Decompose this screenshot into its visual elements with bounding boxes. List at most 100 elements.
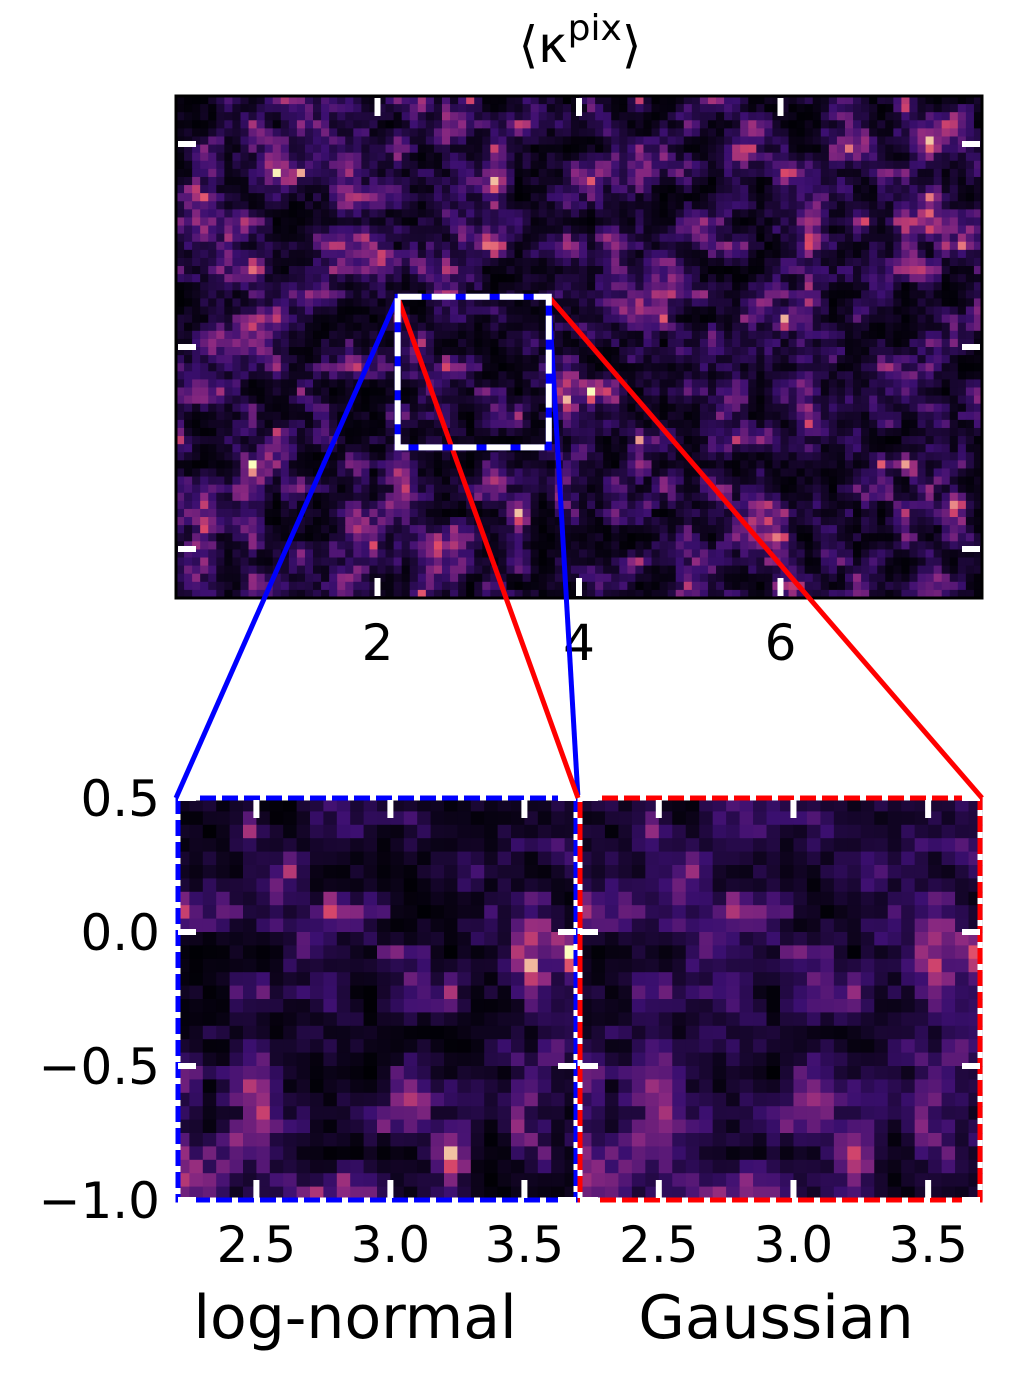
heatmap-cell xyxy=(950,477,959,486)
heatmap-cell xyxy=(643,331,652,340)
heatmap-cell xyxy=(208,428,217,437)
heatmap-cell xyxy=(845,379,854,388)
heatmap-cell xyxy=(386,412,395,421)
heatmap-cell xyxy=(442,226,451,235)
heatmap-cell xyxy=(877,242,886,251)
heatmap-cell xyxy=(531,242,540,251)
heatmap-cell xyxy=(893,177,902,186)
heatmap-cell xyxy=(232,145,241,154)
heatmap-cell xyxy=(797,412,806,421)
heatmap-cell xyxy=(539,477,548,486)
heatmap-cell xyxy=(660,136,669,145)
heatmap-cell xyxy=(845,371,854,380)
heatmap-cell xyxy=(329,128,338,137)
heatmap-cell xyxy=(789,460,798,469)
heatmap-cell xyxy=(265,485,274,494)
heatmap-cell xyxy=(402,266,411,275)
heatmap-cell xyxy=(386,436,395,445)
heatmap-cell xyxy=(909,396,918,405)
heatmap-cell xyxy=(732,161,741,170)
heatmap-cell xyxy=(289,355,298,364)
heatmap-cell xyxy=(305,209,314,218)
heatmap-cell xyxy=(764,201,773,210)
heatmap-cell xyxy=(724,217,733,226)
heatmap-cell xyxy=(208,339,217,348)
heatmap-cell xyxy=(845,153,854,162)
heatmap-cell xyxy=(361,323,370,332)
heatmap-cell xyxy=(732,396,741,405)
heatmap-cell xyxy=(740,201,749,210)
heatmap-cell xyxy=(692,193,701,202)
heatmap-cell xyxy=(619,436,628,445)
heatmap-cell xyxy=(845,347,854,356)
heatmap-cell xyxy=(224,242,233,251)
heatmap-cell xyxy=(829,412,838,421)
heatmap-cell xyxy=(474,420,483,429)
heatmap-cell xyxy=(539,468,548,477)
heatmap-cell xyxy=(555,363,564,372)
heatmap-cell xyxy=(265,145,274,154)
heatmap-cell xyxy=(692,485,701,494)
heatmap-cell xyxy=(321,201,330,210)
heatmap-cell xyxy=(418,209,427,218)
heatmap-cell xyxy=(918,331,927,340)
heatmap-cell xyxy=(224,315,233,324)
heatmap-cell xyxy=(635,217,644,226)
heatmap-cell xyxy=(216,128,225,137)
heatmap-cell xyxy=(934,298,943,307)
heatmap-cell xyxy=(458,339,467,348)
heatmap-cell xyxy=(208,112,217,121)
heatmap-cell xyxy=(668,363,677,372)
heatmap-cell xyxy=(893,282,902,291)
heatmap-cell xyxy=(918,250,927,259)
heatmap-cell xyxy=(305,136,314,145)
heatmap-cell xyxy=(958,217,967,226)
heatmap-cell xyxy=(410,371,419,380)
heatmap-cell xyxy=(289,444,298,453)
heatmap-cell xyxy=(587,120,596,129)
heatmap-cell xyxy=(281,258,290,267)
heatmap-cell xyxy=(232,460,241,469)
heatmap-cell xyxy=(378,201,387,210)
heatmap-cell xyxy=(442,396,451,405)
heatmap-cell xyxy=(531,371,540,380)
heatmap-cell xyxy=(885,153,894,162)
heatmap-cell xyxy=(232,185,241,194)
heatmap-cell xyxy=(426,193,435,202)
heatmap-cell xyxy=(595,104,604,113)
heatmap-cell xyxy=(627,153,636,162)
heatmap-cell xyxy=(861,460,870,469)
heatmap-cell xyxy=(329,323,338,332)
heatmap-cell xyxy=(918,460,927,469)
heatmap-cell xyxy=(482,387,491,396)
heatmap-cell xyxy=(329,161,338,170)
heatmap-cell xyxy=(506,128,515,137)
heatmap-cell xyxy=(700,379,709,388)
heatmap-cell xyxy=(216,161,225,170)
heatmap-cell xyxy=(643,371,652,380)
heatmap-cell xyxy=(627,412,636,421)
heatmap-cell xyxy=(297,193,306,202)
heatmap-cell xyxy=(877,307,886,316)
heatmap-cell xyxy=(829,331,838,340)
heatmap-cell xyxy=(909,258,918,267)
heatmap-cell xyxy=(378,493,387,502)
heatmap-cell xyxy=(426,412,435,421)
heatmap-cell xyxy=(845,396,854,405)
heatmap-cell xyxy=(418,468,427,477)
heatmap-cell xyxy=(571,250,580,259)
heatmap-cell xyxy=(877,315,886,324)
heatmap-cell xyxy=(273,290,282,299)
heatmap-cell xyxy=(756,493,765,502)
heatmap-cell xyxy=(821,282,830,291)
heatmap-cell xyxy=(676,145,685,154)
heatmap-cell xyxy=(821,250,830,259)
heatmap-cell xyxy=(482,169,491,178)
heatmap-cell xyxy=(273,136,282,145)
heatmap-cell xyxy=(579,404,588,413)
heatmap-cell xyxy=(756,428,765,437)
heatmap-cell xyxy=(764,258,773,267)
heatmap-cell xyxy=(885,436,894,445)
heatmap-cell xyxy=(506,217,515,226)
heatmap-cell xyxy=(740,242,749,251)
